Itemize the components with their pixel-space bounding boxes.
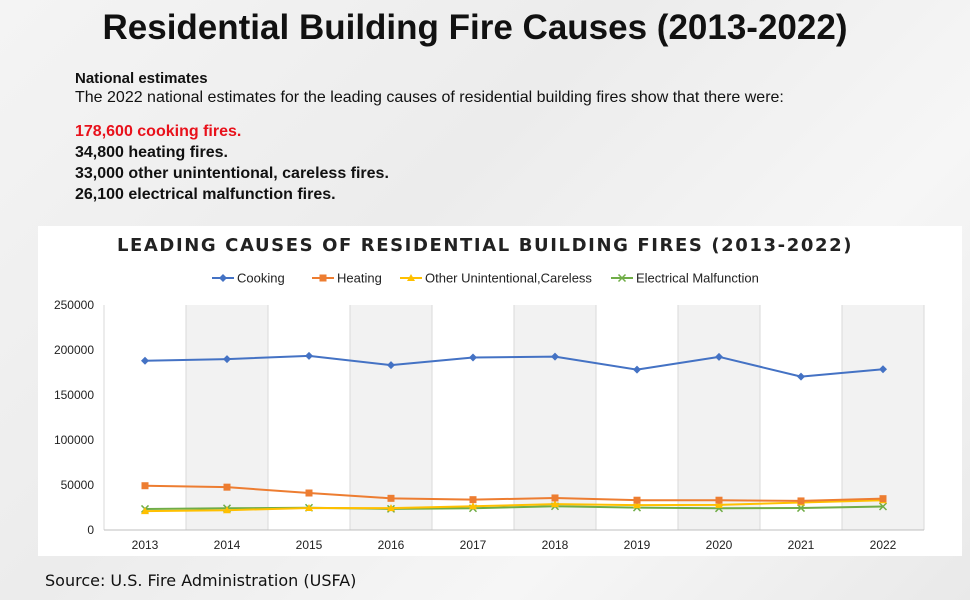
data-point-other-unintentional-careless [715,500,723,508]
series-line-electrical-malfunction [144,505,884,510]
data-point-other-unintentional-careless [633,501,641,509]
data-point-other-unintentional-careless [387,504,395,512]
line-chart: 0 50000 100000 150000 200000 250000 2013 2014 20… [54,271,925,552]
data-point-other-unintentional-careless [141,507,149,515]
grid-band [350,305,432,530]
data-point-heating [141,482,149,490]
grid-band [678,305,760,530]
stat-other-careless: 33,000 other unintentional, careless fir… [75,165,389,182]
data-point-heating [305,489,313,497]
grid-band [186,305,268,530]
y-tick-label: 200000 [54,343,94,357]
y-tick-label: 250000 [54,298,94,312]
x-tick-label: 2020 [706,538,733,552]
x-tick-label: 2018 [542,538,569,552]
grid-band [842,305,924,530]
x-tick-label: 2021 [788,538,815,552]
x-tick-label: 2014 [214,538,241,552]
data-point-heating [469,496,477,504]
national-estimates: National estimates The 2022 national est… [75,70,784,205]
y-tick-label: 50000 [61,478,95,492]
x-tick-label: 2016 [378,538,405,552]
x-tick-label: 2022 [870,538,897,552]
legend-label-heating: Heating [337,271,382,286]
estimates-intro: The 2022 national estimates for the lead… [75,89,784,106]
y-tick-label: 150000 [54,388,94,402]
data-point-cooking [879,365,887,374]
data-point-other-unintentional-careless [551,500,559,508]
data-point-cooking [633,365,641,374]
data-point-heating [387,494,395,502]
y-tick-label: 0 [87,523,94,537]
stat-electrical: 26,100 electrical malfunction fires. [75,186,336,203]
data-point-cooking [469,353,477,362]
chart-title: LEADING CAUSES OF RESIDENTIAL BUILDING F… [116,235,854,256]
stat-cooking: 178,600 cooking fires. [75,123,242,140]
x-tick-label: 2013 [132,538,159,552]
series-line-heating [144,484,884,502]
data-point-cooking [223,355,231,364]
y-tick-label: 100000 [54,433,94,447]
x-tick-label: 2019 [624,538,651,552]
data-point-cooking [551,352,559,361]
data-point-electrical-malfunction [878,502,888,511]
legend-label-other-unintentional-careless: Other Unintentional,Careless [425,271,592,286]
legend-marker-heating [319,274,327,282]
legend-marker-cooking [219,274,227,282]
data-point-other-unintentional-careless [223,506,231,514]
data-point-heating [223,483,231,491]
data-point-heating [715,496,723,504]
series-line-cooking [144,354,884,378]
chart-panel: LEADING CAUSES OF RESIDENTIAL BUILDING F… [38,226,962,556]
x-tick-label: 2015 [296,538,323,552]
data-point-electrical-malfunction [796,504,806,513]
page-title: Residential Building Fire Causes (2013-2… [102,8,848,47]
source-note: Source: U.S. Fire Administration (USFA) [45,571,357,590]
data-point-cooking [715,352,723,361]
series-line-other-unintentional-careless [144,499,884,513]
x-tick-label: 2017 [460,538,487,552]
data-point-heating [879,495,887,503]
data-point-cooking [797,372,805,381]
data-point-heating [797,497,805,505]
data-point-heating [633,496,641,504]
grid-band [514,305,596,530]
data-point-other-unintentional-careless [469,502,477,510]
data-point-heating [551,494,559,502]
data-point-cooking [387,361,395,370]
estimates-heading: National estimates [75,70,208,87]
data-point-other-unintentional-careless [305,503,313,511]
stat-heating: 34,800 heating fires. [75,144,228,161]
legend-marker-electrical-malfunction [617,273,627,283]
data-point-cooking [141,356,149,365]
legend-marker-other-unintentional-careless [407,274,415,281]
data-point-cooking [305,351,313,360]
legend-label-electrical-malfunction: Electrical Malfunction [636,271,759,286]
legend-label-cooking: Cooking [237,271,285,286]
